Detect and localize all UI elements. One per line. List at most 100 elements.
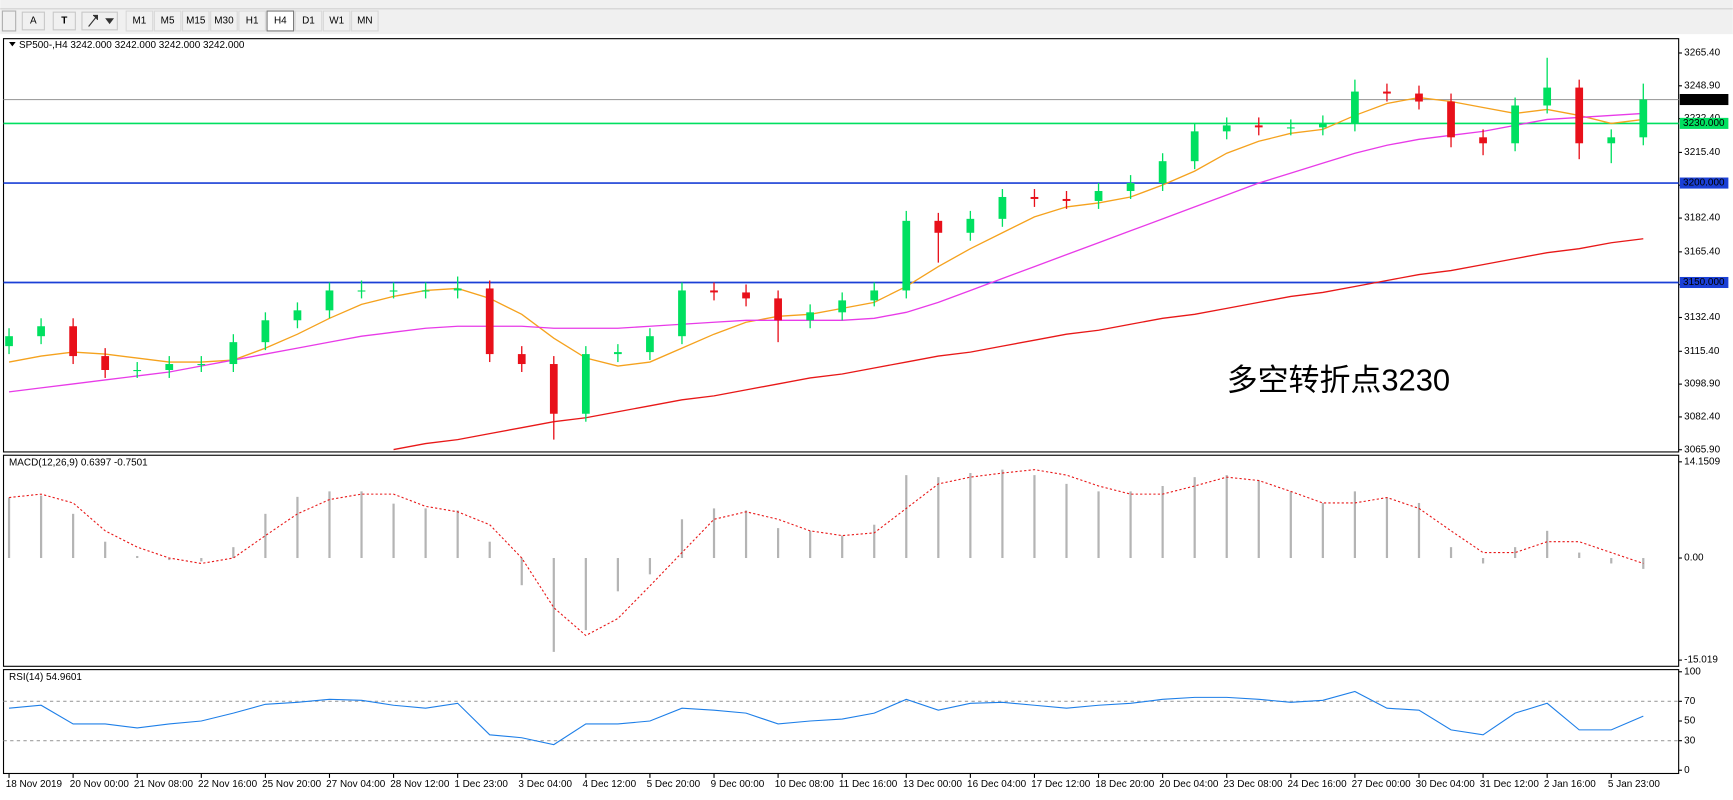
y-tick-label: 70: [1684, 696, 1696, 707]
y-tick-label: 0: [1684, 765, 1690, 776]
period-button[interactable]: [266, 10, 295, 32]
y-tick-label: 3182.40: [1684, 213, 1720, 224]
y-tick-label: 100: [1684, 666, 1701, 677]
panel-frame: [2, 454, 1680, 667]
period-label: MN: [357, 16, 372, 27]
label-tool-icon: T: [61, 16, 67, 27]
period-button[interactable]: [294, 10, 323, 32]
candle-body: [774, 298, 782, 321]
period-label: H1: [246, 16, 259, 27]
time-label: 9 Dec 00:00: [711, 779, 765, 790]
time-label: 3 Dec 04:00: [518, 779, 572, 790]
level-tag: [1679, 117, 1729, 129]
y-tick-label: 14.1509: [1684, 456, 1720, 467]
period-button[interactable]: [153, 10, 182, 32]
candle-body: [517, 354, 526, 365]
candle-body: [325, 290, 334, 311]
candle-body: [197, 364, 206, 366]
macd-signal: [8, 469, 1644, 637]
y-tick-label: 3265.40: [1684, 48, 1720, 59]
time-label: 17 Dec 12:00: [1031, 779, 1091, 790]
text-tool[interactable]: [21, 11, 45, 31]
candle-body: [1383, 91, 1391, 94]
time-label: 28 Nov 12:00: [390, 779, 450, 790]
candle-body: [902, 220, 911, 291]
time-label: 5 Dec 20:00: [647, 779, 701, 790]
period-button[interactable]: [181, 10, 210, 32]
arrow-icon: [88, 14, 115, 27]
candle-body: [453, 288, 462, 291]
chart-area: [0, 34, 1733, 800]
panel-frame: [2, 38, 1680, 453]
y-tick-label: 3215.40: [1684, 147, 1720, 158]
candle-body: [229, 342, 238, 365]
candle-body: [293, 310, 302, 321]
candle-body: [5, 336, 13, 347]
arrow-tool[interactable]: [81, 11, 118, 31]
y-tick-label: -15.019: [1684, 655, 1718, 666]
time-label: 23 Dec 08:00: [1223, 779, 1283, 790]
candle-body: [998, 196, 1007, 219]
period-label: M15: [186, 16, 206, 27]
moving-average: [393, 238, 1644, 451]
time-label: 18 Nov 2019: [6, 779, 63, 790]
candle-body: [1222, 125, 1231, 132]
time-label: 18 Dec 20:00: [1095, 779, 1155, 790]
label-tool[interactable]: [52, 11, 76, 31]
time-label: 31 Dec 12:00: [1480, 779, 1540, 790]
candle-body: [710, 290, 718, 293]
level-label: 3242.000: [1683, 94, 1725, 105]
candle-body: [1286, 127, 1295, 129]
candle-body: [1511, 105, 1519, 144]
candle-body: [838, 300, 847, 313]
level-label: 3200.000: [1683, 178, 1725, 189]
candle-body: [646, 336, 654, 353]
time-label: 10 Dec 08:00: [775, 779, 835, 790]
period-button[interactable]: [322, 10, 351, 32]
candle-body: [614, 352, 622, 355]
candle-body: [1030, 196, 1039, 199]
time-label: 2 Jan 16:00: [1544, 779, 1596, 790]
time-label: 4 Dec 12:00: [583, 779, 637, 790]
y-tick-label: 3165.40: [1684, 246, 1720, 257]
panel-title: MACD(12,26,9) 0.6397 -0.7501: [9, 458, 148, 469]
time-label: 11 Dec 16:00: [839, 779, 898, 790]
level-tag: [1679, 177, 1729, 189]
candle-body: [165, 364, 174, 370]
y-tick-label: 50: [1684, 716, 1696, 727]
level-tag: [1679, 94, 1729, 106]
candle-body: [742, 292, 750, 299]
candle-body: [549, 364, 558, 414]
candle-body: [1062, 198, 1071, 201]
candle-body: [357, 290, 366, 292]
time-label: 22 Nov 16:00: [198, 779, 258, 790]
candle-body: [1254, 125, 1263, 128]
candle-body: [806, 312, 815, 321]
period-button[interactable]: [210, 10, 238, 32]
candle-body: [1607, 137, 1616, 144]
time-label: 13 Dec 00:00: [903, 779, 963, 790]
moving-average: [8, 96, 1644, 367]
moving-average: [8, 112, 1644, 393]
level-label: 3150.000: [1683, 277, 1725, 288]
candle-body: [37, 326, 45, 337]
period-button[interactable]: [351, 10, 379, 32]
time-label: 20 Nov 00:00: [70, 779, 130, 790]
candle-body: [1094, 191, 1103, 201]
candle-body: [101, 356, 110, 370]
candle-body: [1158, 161, 1167, 184]
y-tick-label: 3115.40: [1684, 346, 1720, 357]
candle-body: [261, 320, 270, 343]
rsi-panel: 100 70 50 30 0 RSI(14) 54.9601: [2, 666, 1701, 776]
period-button[interactable]: [238, 10, 266, 32]
period-label: W1: [329, 16, 344, 27]
level-tag: [1679, 276, 1729, 289]
period-label: M30: [214, 16, 234, 27]
time-label: 27 Dec 00:00: [1352, 779, 1412, 790]
candle-body: [485, 288, 494, 355]
time-label: 27 Nov 04:00: [326, 779, 386, 790]
period-button[interactable]: [125, 10, 154, 32]
y-tick-label: 3082.40: [1684, 412, 1720, 423]
time-label: 16 Dec 04:00: [967, 779, 1027, 790]
